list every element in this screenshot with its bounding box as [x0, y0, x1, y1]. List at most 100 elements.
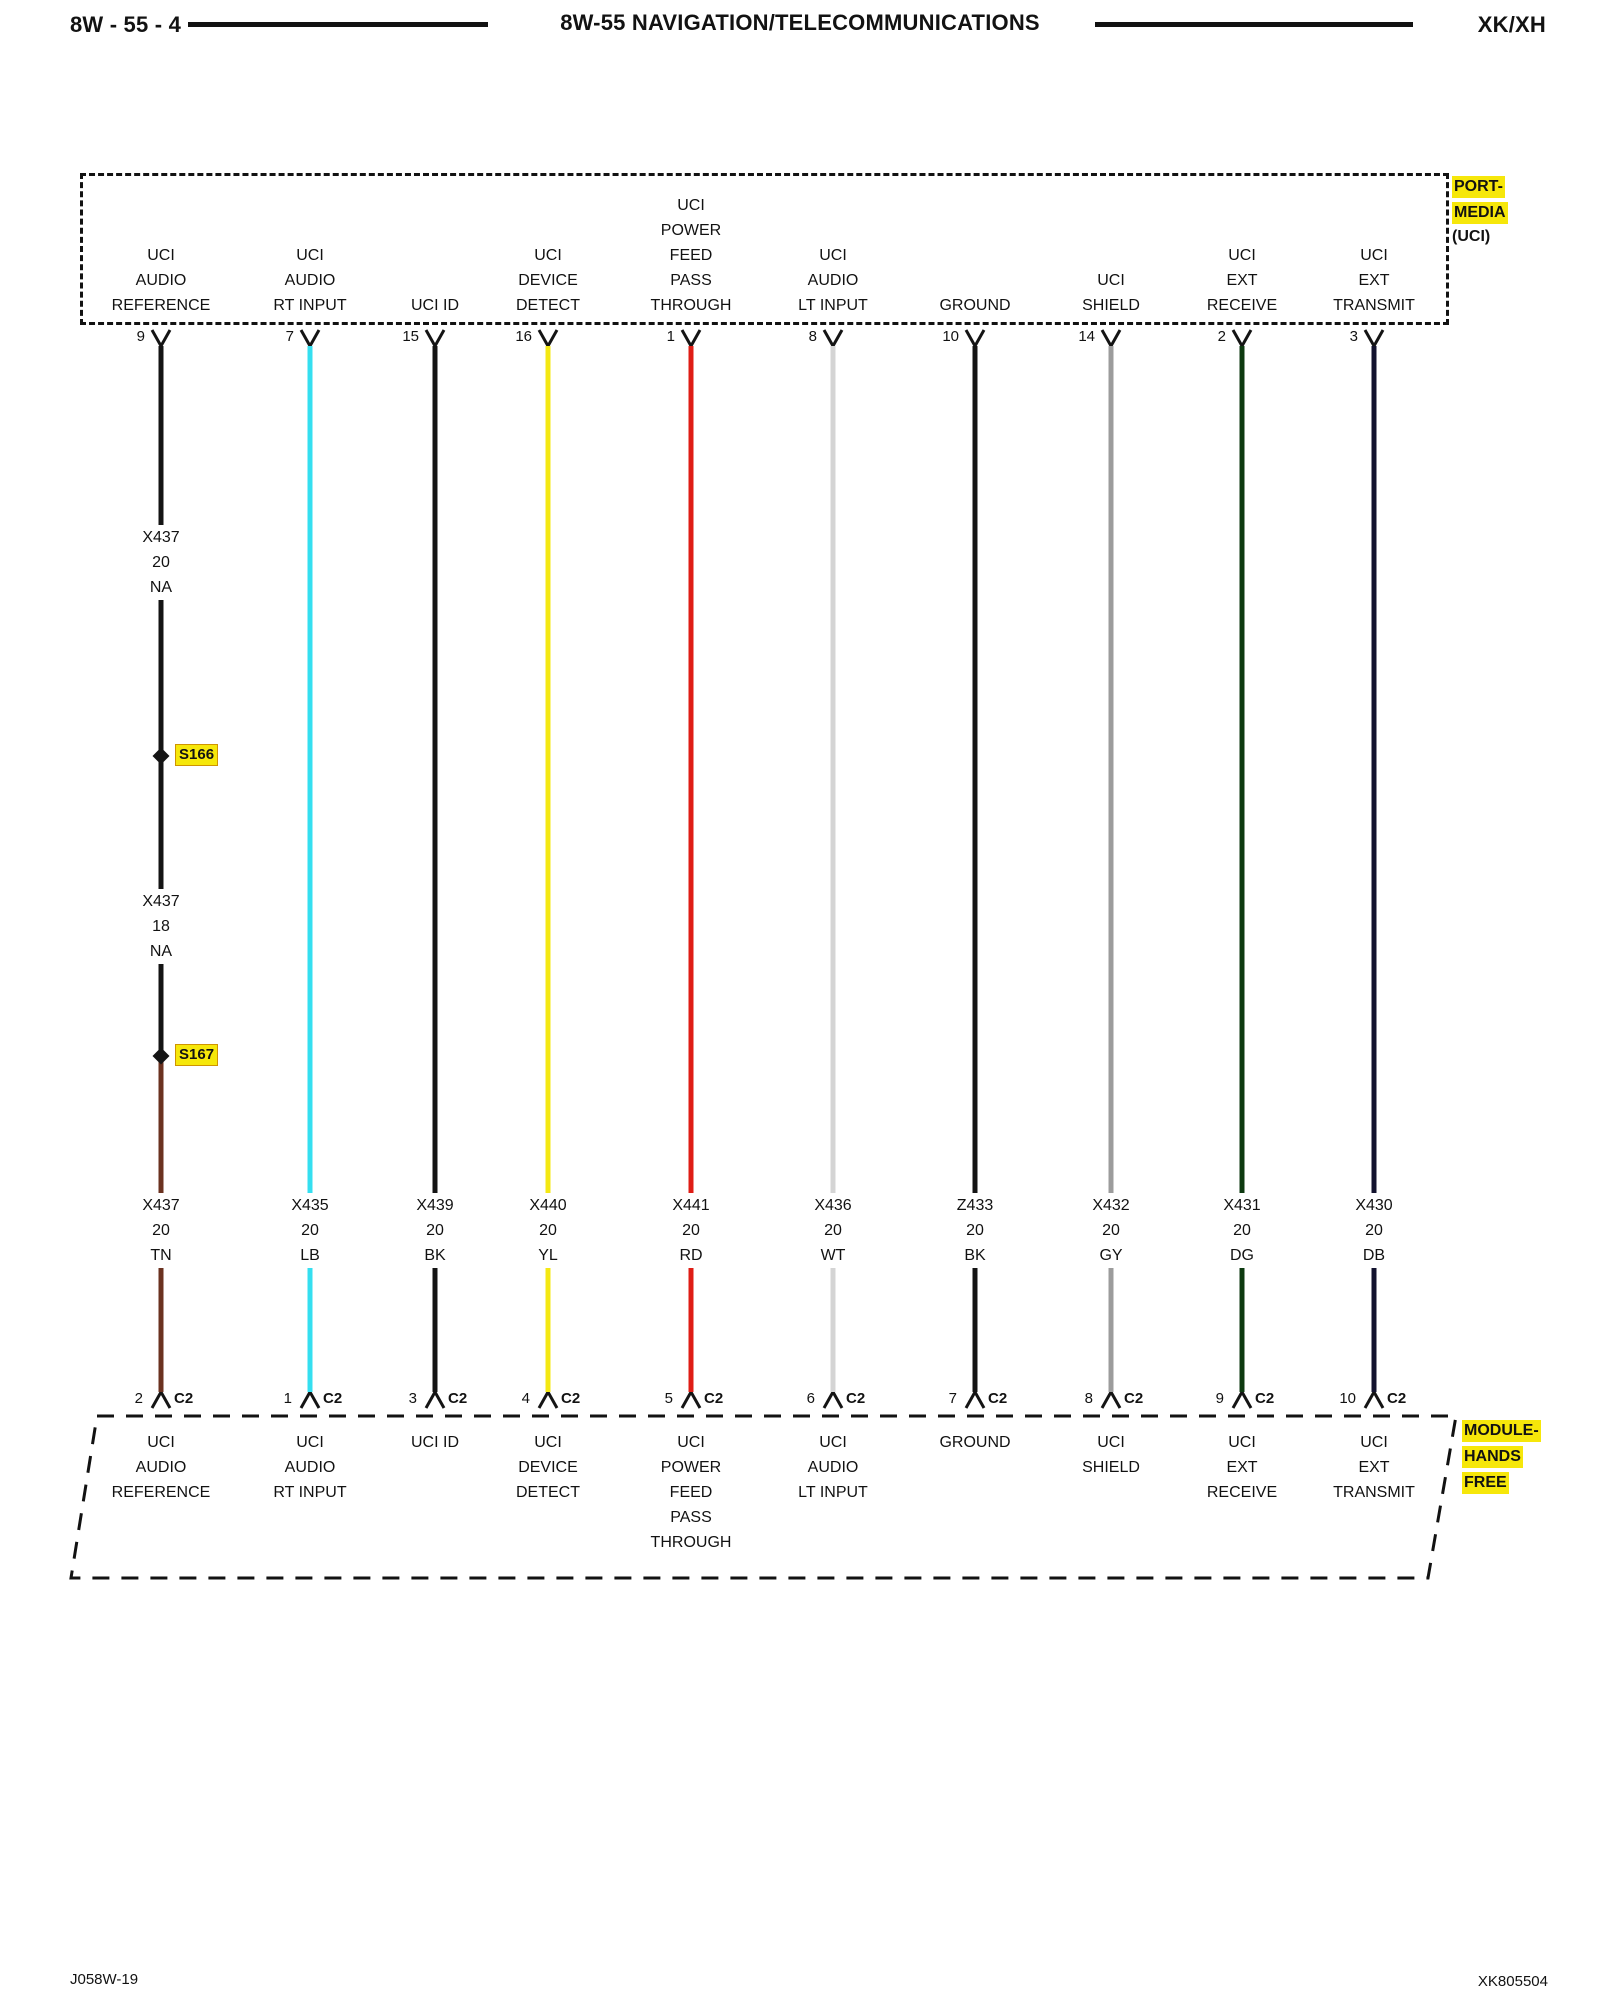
- bottom-terminal-fork-icon: [964, 1391, 977, 1409]
- top-terminal-fork-icon: [159, 329, 172, 347]
- top-connector-label: PORT- MEDIA (UCI): [1452, 176, 1508, 246]
- splice-label-s167: S167: [175, 1044, 219, 1066]
- circuit-function-label-bottom: UCI SHIELD: [1082, 1434, 1140, 1476]
- top-terminal-fork-icon: [680, 329, 693, 347]
- top-pin-number: 14: [1078, 328, 1095, 345]
- top-pin-number: 8: [808, 328, 817, 345]
- top-terminal-fork-icon: [822, 329, 835, 347]
- bottom-pin-number: 5: [664, 1390, 673, 1407]
- circuit-function-label-bottom: UCI ID: [411, 1434, 459, 1451]
- bottom-pin-number: 6: [806, 1390, 815, 1407]
- bottom-connector-code: C2: [561, 1390, 581, 1407]
- wire-code-label: X441 20 RD: [668, 1193, 714, 1268]
- bottom-connector-code: C2: [1255, 1390, 1275, 1407]
- bottom-terminal-fork-icon: [973, 1391, 986, 1409]
- top-terminal-fork-icon: [1372, 329, 1385, 347]
- bottom-connector-code: C2: [988, 1390, 1008, 1407]
- circuit-function-label-bottom: UCI POWER FEED PASS THROUGH: [650, 1434, 732, 1551]
- splice-diamond-icon: [152, 1047, 170, 1065]
- wire-code-label: X435 20 LB: [287, 1193, 333, 1268]
- bottom-terminal-fork-icon: [308, 1391, 321, 1409]
- circuit-function-label-top: UCI AUDIO RT INPUT: [273, 247, 347, 314]
- bottom-connector-code: C2: [1124, 1390, 1144, 1407]
- top-terminal-fork-icon: [831, 329, 844, 347]
- top-terminal-fork-icon: [546, 329, 559, 347]
- wire-segment-label: X437 18 NA: [138, 889, 184, 964]
- top-terminal-fork-icon: [964, 329, 977, 347]
- bottom-terminal-fork-icon: [1100, 1391, 1113, 1409]
- wire-code-label: X439 20 BK: [412, 1193, 458, 1268]
- top-pin-number: 2: [1217, 328, 1226, 345]
- bottom-terminal-fork-icon: [1372, 1391, 1385, 1409]
- top-pin-number: 9: [136, 328, 145, 345]
- bottom-connector-label: MODULE- HANDS FREE: [1462, 1420, 1541, 1498]
- bottom-connector-code: C2: [704, 1390, 724, 1407]
- bottom-connector-code: C2: [448, 1390, 468, 1407]
- bottom-terminal-fork-icon: [1109, 1391, 1122, 1409]
- top-terminal-fork-icon: [424, 329, 437, 347]
- circuit-function-label-bottom: UCI EXT RECEIVE: [1206, 1434, 1278, 1501]
- bottom-connector-name-line1: MODULE-: [1462, 1420, 1541, 1442]
- circuit-function-label-bottom: GROUND: [939, 1434, 1011, 1451]
- top-terminal-fork-icon: [689, 329, 702, 347]
- bottom-pin-number: 8: [1084, 1390, 1093, 1407]
- drawing-number: J058W-19: [70, 1971, 139, 1988]
- wire-code-label: X440 20 YL: [525, 1193, 571, 1268]
- bottom-terminal-fork-icon: [689, 1391, 702, 1409]
- top-pin-number: 15: [402, 328, 419, 345]
- circuit-function-label-top: UCI ID: [411, 297, 459, 314]
- top-pin-number: 3: [1349, 328, 1358, 345]
- header-rule-right: [1095, 22, 1413, 27]
- circuit-function-label-top: UCI SHIELD: [1082, 272, 1140, 314]
- circuit-function-label-top: UCI AUDIO REFERENCE: [111, 247, 211, 314]
- bottom-terminal-fork-icon: [537, 1391, 550, 1409]
- circuit-function-label-bottom: UCI EXT TRANSMIT: [1333, 1434, 1415, 1501]
- bottom-terminal-fork-icon: [150, 1391, 163, 1409]
- top-terminal-fork-icon: [1100, 329, 1113, 347]
- page-title: 8W-55 NAVIGATION/TELECOMMUNICATIONS: [560, 10, 1040, 35]
- bottom-pin-number: 1: [283, 1390, 292, 1407]
- wire-code-label: X431 20 DG: [1219, 1193, 1265, 1268]
- bottom-connector-code: C2: [323, 1390, 343, 1407]
- bottom-terminal-fork-icon: [680, 1391, 693, 1409]
- top-connector-sublabel: (UCI): [1452, 228, 1491, 245]
- bottom-connector-code: C2: [1387, 1390, 1407, 1407]
- splice-diamond-icon: [152, 747, 170, 765]
- top-terminal-fork-icon: [973, 329, 986, 347]
- bottom-connector-name-line2: HANDS: [1462, 1446, 1523, 1468]
- circuit-function-label-top: GROUND: [939, 297, 1011, 314]
- circuit-function-label-bottom: UCI DEVICE DETECT: [516, 1434, 580, 1501]
- circuit-function-label-top: UCI EXT RECEIVE: [1206, 247, 1278, 314]
- bottom-terminal-fork-icon: [546, 1391, 559, 1409]
- splice-label-s166: S166: [175, 744, 219, 766]
- top-terminal-fork-icon: [150, 329, 163, 347]
- bottom-pin-number: 3: [408, 1390, 417, 1407]
- top-terminal-fork-icon: [299, 329, 312, 347]
- bottom-terminal-fork-icon: [433, 1391, 446, 1409]
- header-rule-left: [188, 22, 488, 27]
- top-pin-number: 16: [515, 328, 532, 345]
- top-pin-number: 10: [942, 328, 959, 345]
- circuit-function-label-top: UCI EXT TRANSMIT: [1333, 247, 1415, 314]
- top-pin-number: 1: [666, 328, 675, 345]
- bottom-connector-code: C2: [174, 1390, 194, 1407]
- sheet-code: XK805504: [1477, 1973, 1548, 1990]
- bottom-terminal-fork-icon: [822, 1391, 835, 1409]
- wire-segment-label: X437 20 NA: [138, 525, 184, 600]
- circuit-function-label-bottom: UCI AUDIO RT INPUT: [273, 1434, 347, 1501]
- wire-code-label: X436 20 WT: [810, 1193, 856, 1268]
- bottom-pin-number: 7: [948, 1390, 957, 1407]
- top-pin-number: 7: [285, 328, 294, 345]
- bottom-connector-name-line3: FREE: [1462, 1472, 1509, 1494]
- circuit-function-label-top: UCI POWER FEED PASS THROUGH: [650, 197, 732, 314]
- bottom-terminal-fork-icon: [424, 1391, 437, 1409]
- top-terminal-fork-icon: [1363, 329, 1376, 347]
- circuit-function-label-top: UCI DEVICE DETECT: [516, 247, 580, 314]
- top-terminal-fork-icon: [1240, 329, 1253, 347]
- bottom-connector-code: C2: [846, 1390, 866, 1407]
- bottom-terminal-fork-icon: [1240, 1391, 1253, 1409]
- bottom-terminal-fork-icon: [831, 1391, 844, 1409]
- vehicle-code: XK/XH: [1477, 12, 1546, 37]
- bottom-terminal-fork-icon: [299, 1391, 312, 1409]
